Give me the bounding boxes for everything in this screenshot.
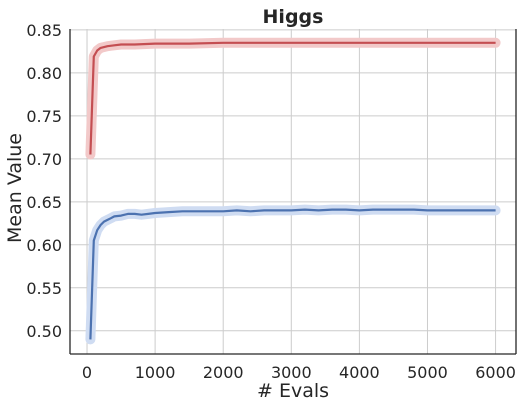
grid <box>70 29 516 354</box>
x-axis-title: # Evals <box>257 380 329 402</box>
series-layer <box>85 37 501 345</box>
tick-labels: 0 1000 2000 3000 4000 5000 6000 0.50 0.55 0.60 0.6… <box>26 21 516 382</box>
y-tick-label: 0.85 <box>26 21 62 40</box>
x-tick-label: 0 <box>82 363 92 382</box>
y-tick-label: 0.60 <box>26 236 62 255</box>
x-tick-label: 4000 <box>339 363 380 382</box>
chart-title: Higgs <box>263 6 324 28</box>
y-tick-label: 0.70 <box>26 150 62 169</box>
axes <box>69 29 517 355</box>
series-0-confidence-band <box>85 37 501 160</box>
y-tick-label: 0.55 <box>26 279 62 298</box>
series-1-confidence-band <box>85 204 501 345</box>
y-tick-label: 0.50 <box>26 322 62 341</box>
y-tick-label: 0.65 <box>26 193 62 212</box>
x-tick-label: 3000 <box>271 363 312 382</box>
x-tick-label: 6000 <box>475 363 516 382</box>
series-0-line <box>89 41 496 155</box>
x-tick-label: 5000 <box>407 363 448 382</box>
x-tick-label: 1000 <box>135 363 176 382</box>
y-tick-label: 0.80 <box>26 64 62 83</box>
y-axis-title: Mean Value <box>4 133 26 243</box>
series-1-line <box>89 208 496 340</box>
y-tick-label: 0.75 <box>26 107 62 126</box>
x-tick-label: 2000 <box>203 363 244 382</box>
